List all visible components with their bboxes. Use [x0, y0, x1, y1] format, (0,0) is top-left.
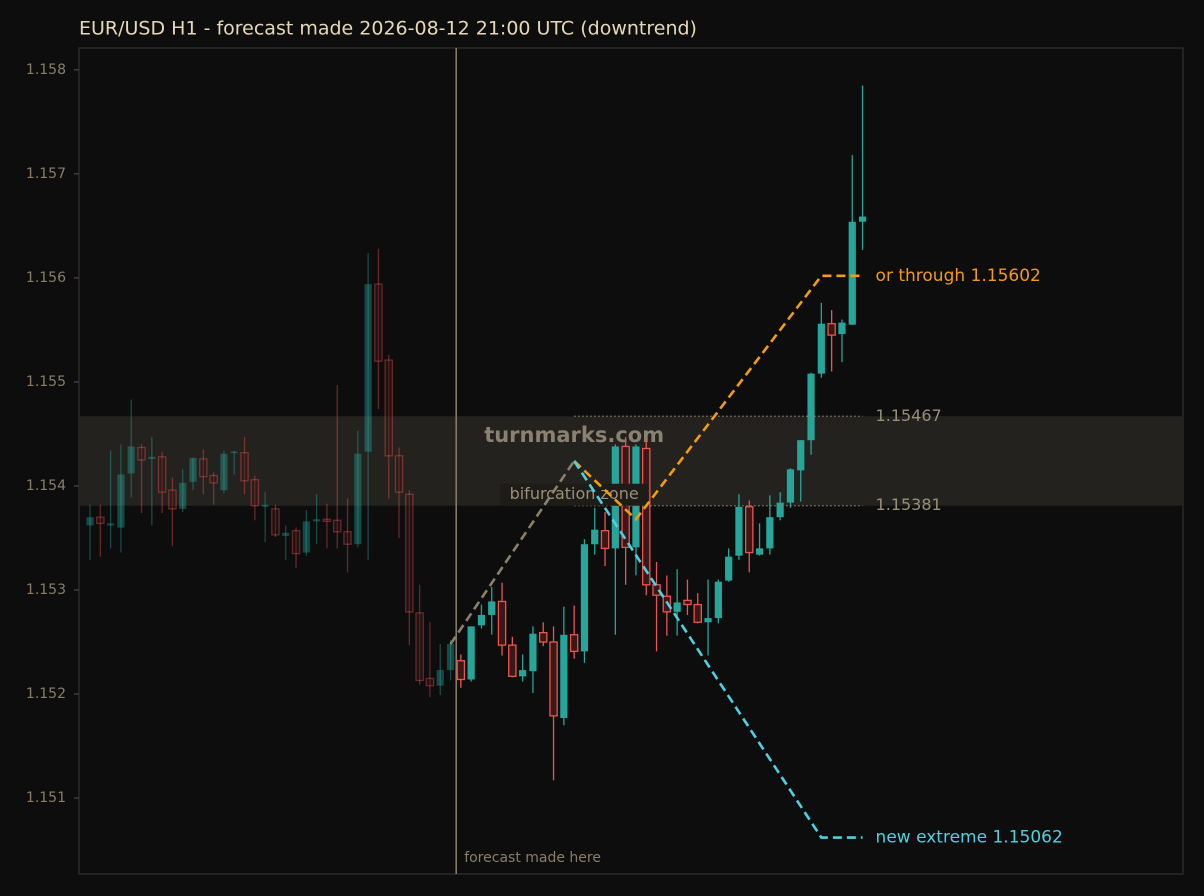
- candle-body: [497, 600, 507, 646]
- candle-body: [827, 323, 836, 336]
- candle-body: [230, 451, 238, 454]
- zone-label: bifurcation zone: [510, 484, 639, 503]
- candle-body: [591, 529, 599, 545]
- candle-body: [240, 452, 249, 482]
- y-tick-label: 1.153: [26, 582, 66, 598]
- candle-body: [322, 518, 332, 522]
- candle-body: [220, 453, 228, 491]
- candle-body: [477, 614, 486, 626]
- candle-body: [529, 633, 537, 672]
- candle-body: [446, 644, 455, 671]
- y-tick-label: 1.157: [26, 166, 66, 182]
- candle-body: [394, 455, 404, 493]
- path-annotation: or through 1.15602: [876, 266, 1041, 286]
- candle-body: [560, 634, 568, 718]
- y-tick-label: 1.152: [26, 686, 66, 702]
- candle-body: [384, 359, 393, 457]
- candle-body: [117, 474, 125, 528]
- candle-body: [744, 506, 754, 554]
- candle-body: [148, 456, 156, 459]
- candle-body: [127, 446, 135, 474]
- level-label: 1.15467: [876, 406, 942, 425]
- candle-body: [168, 489, 177, 510]
- candle-body: [332, 519, 342, 533]
- candle-body: [580, 544, 589, 652]
- forecast-path: [449, 460, 576, 645]
- candle-body: [415, 612, 424, 682]
- candle-body: [137, 446, 146, 461]
- candle-body: [714, 581, 722, 619]
- candle-body: [364, 284, 372, 452]
- candle-body: [786, 469, 795, 503]
- candle-body: [797, 440, 805, 471]
- candle-body: [157, 456, 167, 493]
- candle-body: [425, 677, 435, 687]
- y-tick-label: 1.151: [26, 790, 66, 806]
- level-label: 1.15381: [876, 495, 942, 514]
- candle-body: [405, 493, 414, 613]
- candle-body: [538, 631, 548, 643]
- candle-body: [817, 323, 825, 374]
- chart-title: EUR/USD H1 - forecast made 2026-08-12 21…: [79, 18, 697, 40]
- candle-body: [858, 216, 867, 222]
- zone-label-box: [500, 483, 649, 506]
- candle-body: [250, 479, 260, 507]
- forecast-label: forecast made here: [464, 850, 601, 866]
- candle-body: [209, 474, 218, 484]
- candle-body: [291, 530, 301, 555]
- watermark: turnmarks.com: [484, 423, 664, 447]
- forecast-path: [573, 274, 863, 522]
- candle-body: [96, 516, 105, 525]
- candle-body: [693, 603, 702, 623]
- candle-body: [179, 482, 187, 509]
- forecast-path: [573, 460, 863, 839]
- candle-body: [549, 641, 558, 717]
- candle-body: [271, 508, 280, 536]
- candle-body: [374, 283, 383, 362]
- candle-body: [725, 556, 733, 581]
- candle-body: [755, 548, 764, 555]
- y-tick-label: 1.155: [26, 374, 66, 390]
- candle-body: [735, 506, 743, 556]
- candle-body: [313, 519, 321, 522]
- candle-body: [189, 457, 197, 482]
- candle-body: [776, 502, 784, 518]
- candle-body: [519, 670, 527, 677]
- candle-body: [261, 504, 269, 507]
- candle-body: [488, 601, 496, 615]
- candle-body: [343, 531, 352, 545]
- candle-body: [456, 660, 466, 681]
- candle-body: [199, 458, 208, 478]
- candle-body: [838, 322, 846, 335]
- y-tick-label: 1.156: [26, 270, 66, 286]
- candle-body: [302, 521, 310, 553]
- path-annotation: new extreme 1.15062: [876, 828, 1063, 848]
- candle-body: [848, 221, 856, 325]
- candle-body: [683, 599, 692, 606]
- candle-body: [86, 517, 94, 526]
- candle-body: [704, 618, 712, 623]
- candle-body: [467, 626, 475, 680]
- y-tick-label: 1.154: [26, 478, 66, 494]
- candle-body: [641, 447, 651, 586]
- candle-body: [569, 634, 579, 653]
- candle-body: [282, 532, 290, 536]
- candle-body: [354, 453, 362, 545]
- y-tick-label: 1.158: [26, 62, 66, 78]
- candle-body: [673, 602, 681, 612]
- candle-body: [107, 523, 115, 526]
- candle-body: [600, 530, 610, 550]
- candle-body: [807, 373, 815, 441]
- candle-body: [508, 644, 517, 677]
- candle-body: [436, 670, 444, 686]
- candle-body: [766, 517, 774, 549]
